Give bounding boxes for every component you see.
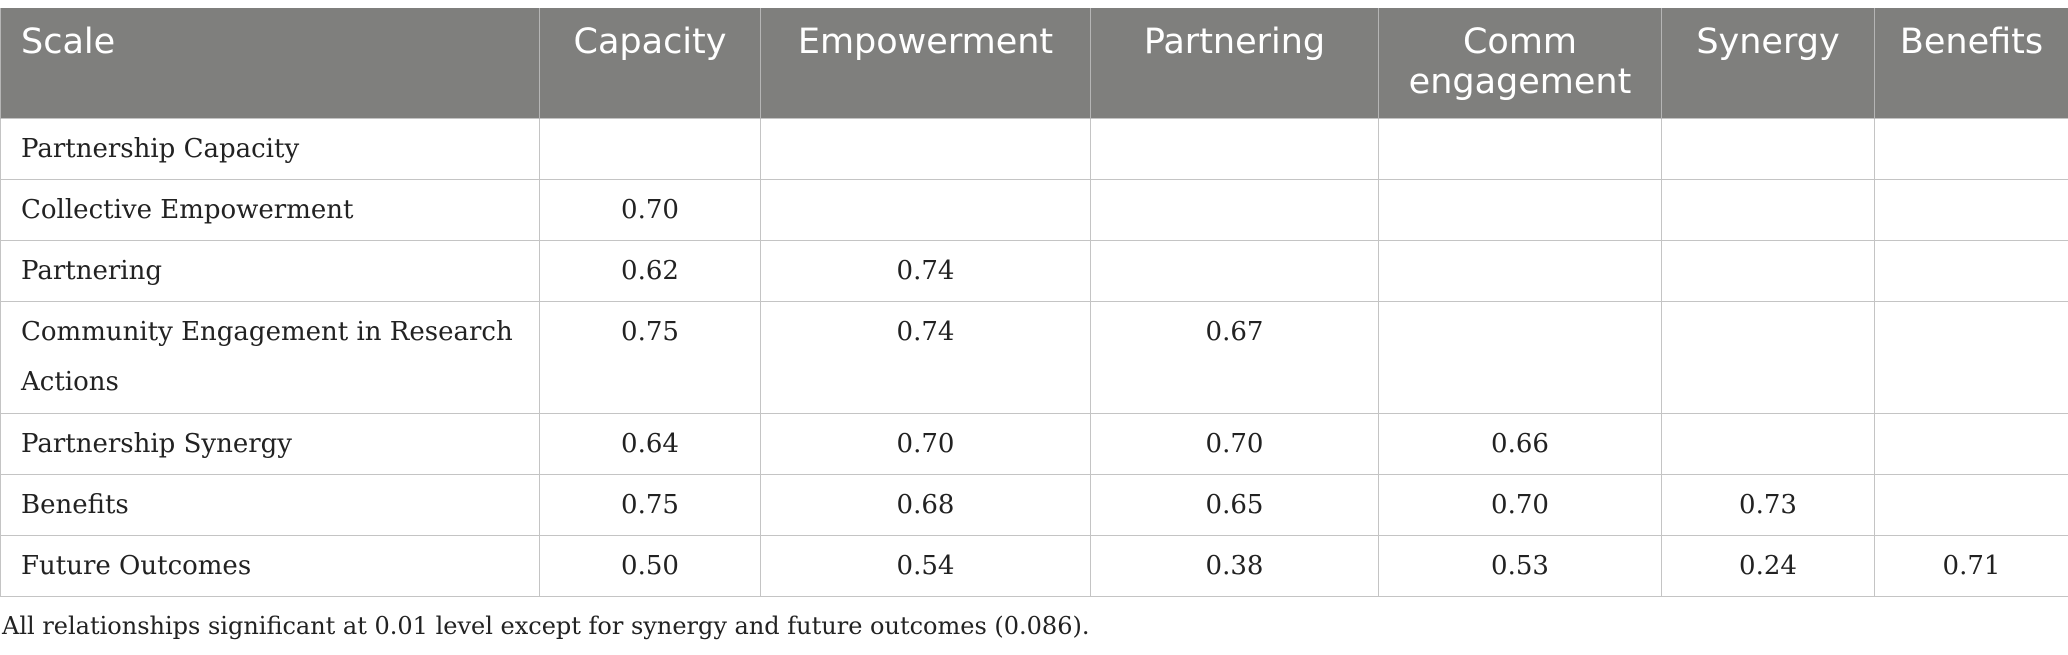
header-empowerment: Empowerment — [760, 8, 1091, 118]
table-body: Partnership Capacity Collective Empowerm… — [0, 117, 2068, 597]
header-scale: Scale — [0, 8, 540, 118]
table-cell: 0.75 — [539, 473, 761, 536]
table-cell — [1874, 412, 2068, 475]
table-cell: 0.70 — [760, 412, 1091, 475]
table-cell: 0.50 — [539, 534, 761, 597]
table-cell — [1661, 239, 1875, 302]
row-label: Partnership Synergy — [0, 412, 540, 475]
table-cell: 0.71 — [1874, 534, 2068, 597]
table-cell: 0.53 — [1378, 534, 1662, 597]
table-cell — [760, 178, 1091, 241]
table-cell: 0.62 — [539, 239, 761, 302]
table-cell: 0.66 — [1378, 412, 1662, 475]
header-row: Scale Capacity Empowerment Partnering Co… — [0, 8, 2068, 118]
table-cell — [1378, 239, 1662, 302]
table-cell: 0.54 — [760, 534, 1091, 597]
row-label: Partnership Capacity — [0, 117, 540, 180]
row-label: Future Outcomes — [0, 534, 540, 597]
table-cell: 0.24 — [1661, 534, 1875, 597]
table-cell: 0.74 — [760, 239, 1091, 302]
table-row: Future Outcomes 0.50 0.54 0.38 0.53 0.24… — [0, 534, 2068, 597]
table-header: Scale Capacity Empowerment Partnering Co… — [0, 8, 2068, 118]
table-row: Partnering 0.62 0.74 — [0, 239, 2068, 302]
table-cell: 0.70 — [1378, 473, 1662, 536]
table-cell: 0.73 — [1661, 473, 1875, 536]
table-cell: 0.64 — [539, 412, 761, 475]
table-cell: 0.74 — [760, 300, 1091, 414]
table-cell — [760, 117, 1091, 180]
table-cell: 0.38 — [1090, 534, 1379, 597]
table-cell — [1378, 178, 1662, 241]
table-cell — [1661, 412, 1875, 475]
row-label: Partnering — [0, 239, 540, 302]
table-cell — [1090, 117, 1379, 180]
header-capacity: Capacity — [539, 8, 761, 118]
table-cell — [539, 117, 761, 180]
table-row: Benefits 0.75 0.68 0.65 0.70 0.73 — [0, 473, 2068, 536]
table-row: Community Engagement in Research Actions… — [0, 300, 2068, 414]
table-cell: 0.70 — [539, 178, 761, 241]
header-benefits: Benefits — [1874, 8, 2068, 118]
header-synergy: Synergy — [1661, 8, 1875, 118]
table-cell — [1661, 117, 1875, 180]
table-cell — [1378, 117, 1662, 180]
table-cell: 0.68 — [760, 473, 1091, 536]
correlation-table-container: Scale Capacity Empowerment Partnering Co… — [0, 8, 2068, 597]
table-row: Partnership Synergy 0.64 0.70 0.70 0.66 — [0, 412, 2068, 475]
table-cell: 0.75 — [539, 300, 761, 414]
table-cell — [1090, 178, 1379, 241]
row-label: Benefits — [0, 473, 540, 536]
table-cell — [1874, 300, 2068, 414]
table-cell — [1874, 117, 2068, 180]
table-cell: 0.65 — [1090, 473, 1379, 536]
table-cell — [1661, 300, 1875, 414]
table-cell — [1874, 239, 2068, 302]
header-partnering: Partnering — [1090, 8, 1379, 118]
table-cell — [1378, 300, 1662, 414]
correlation-table: Scale Capacity Empowerment Partnering Co… — [0, 8, 2068, 597]
table-cell: 0.67 — [1090, 300, 1379, 414]
table-cell — [1874, 178, 2068, 241]
table-cell — [1661, 178, 1875, 241]
table-row: Partnership Capacity — [0, 117, 2068, 180]
table-cell — [1090, 239, 1379, 302]
row-label: Community Engagement in Research Actions — [0, 300, 540, 414]
table-cell — [1874, 473, 2068, 536]
table-footnote: All relationships significant at 0.01 le… — [2, 612, 1090, 640]
header-comm-engagement: Comm engagement — [1378, 8, 1662, 118]
table-cell: 0.70 — [1090, 412, 1379, 475]
table-row: Collective Empowerment 0.70 — [0, 178, 2068, 241]
row-label: Collective Empowerment — [0, 178, 540, 241]
